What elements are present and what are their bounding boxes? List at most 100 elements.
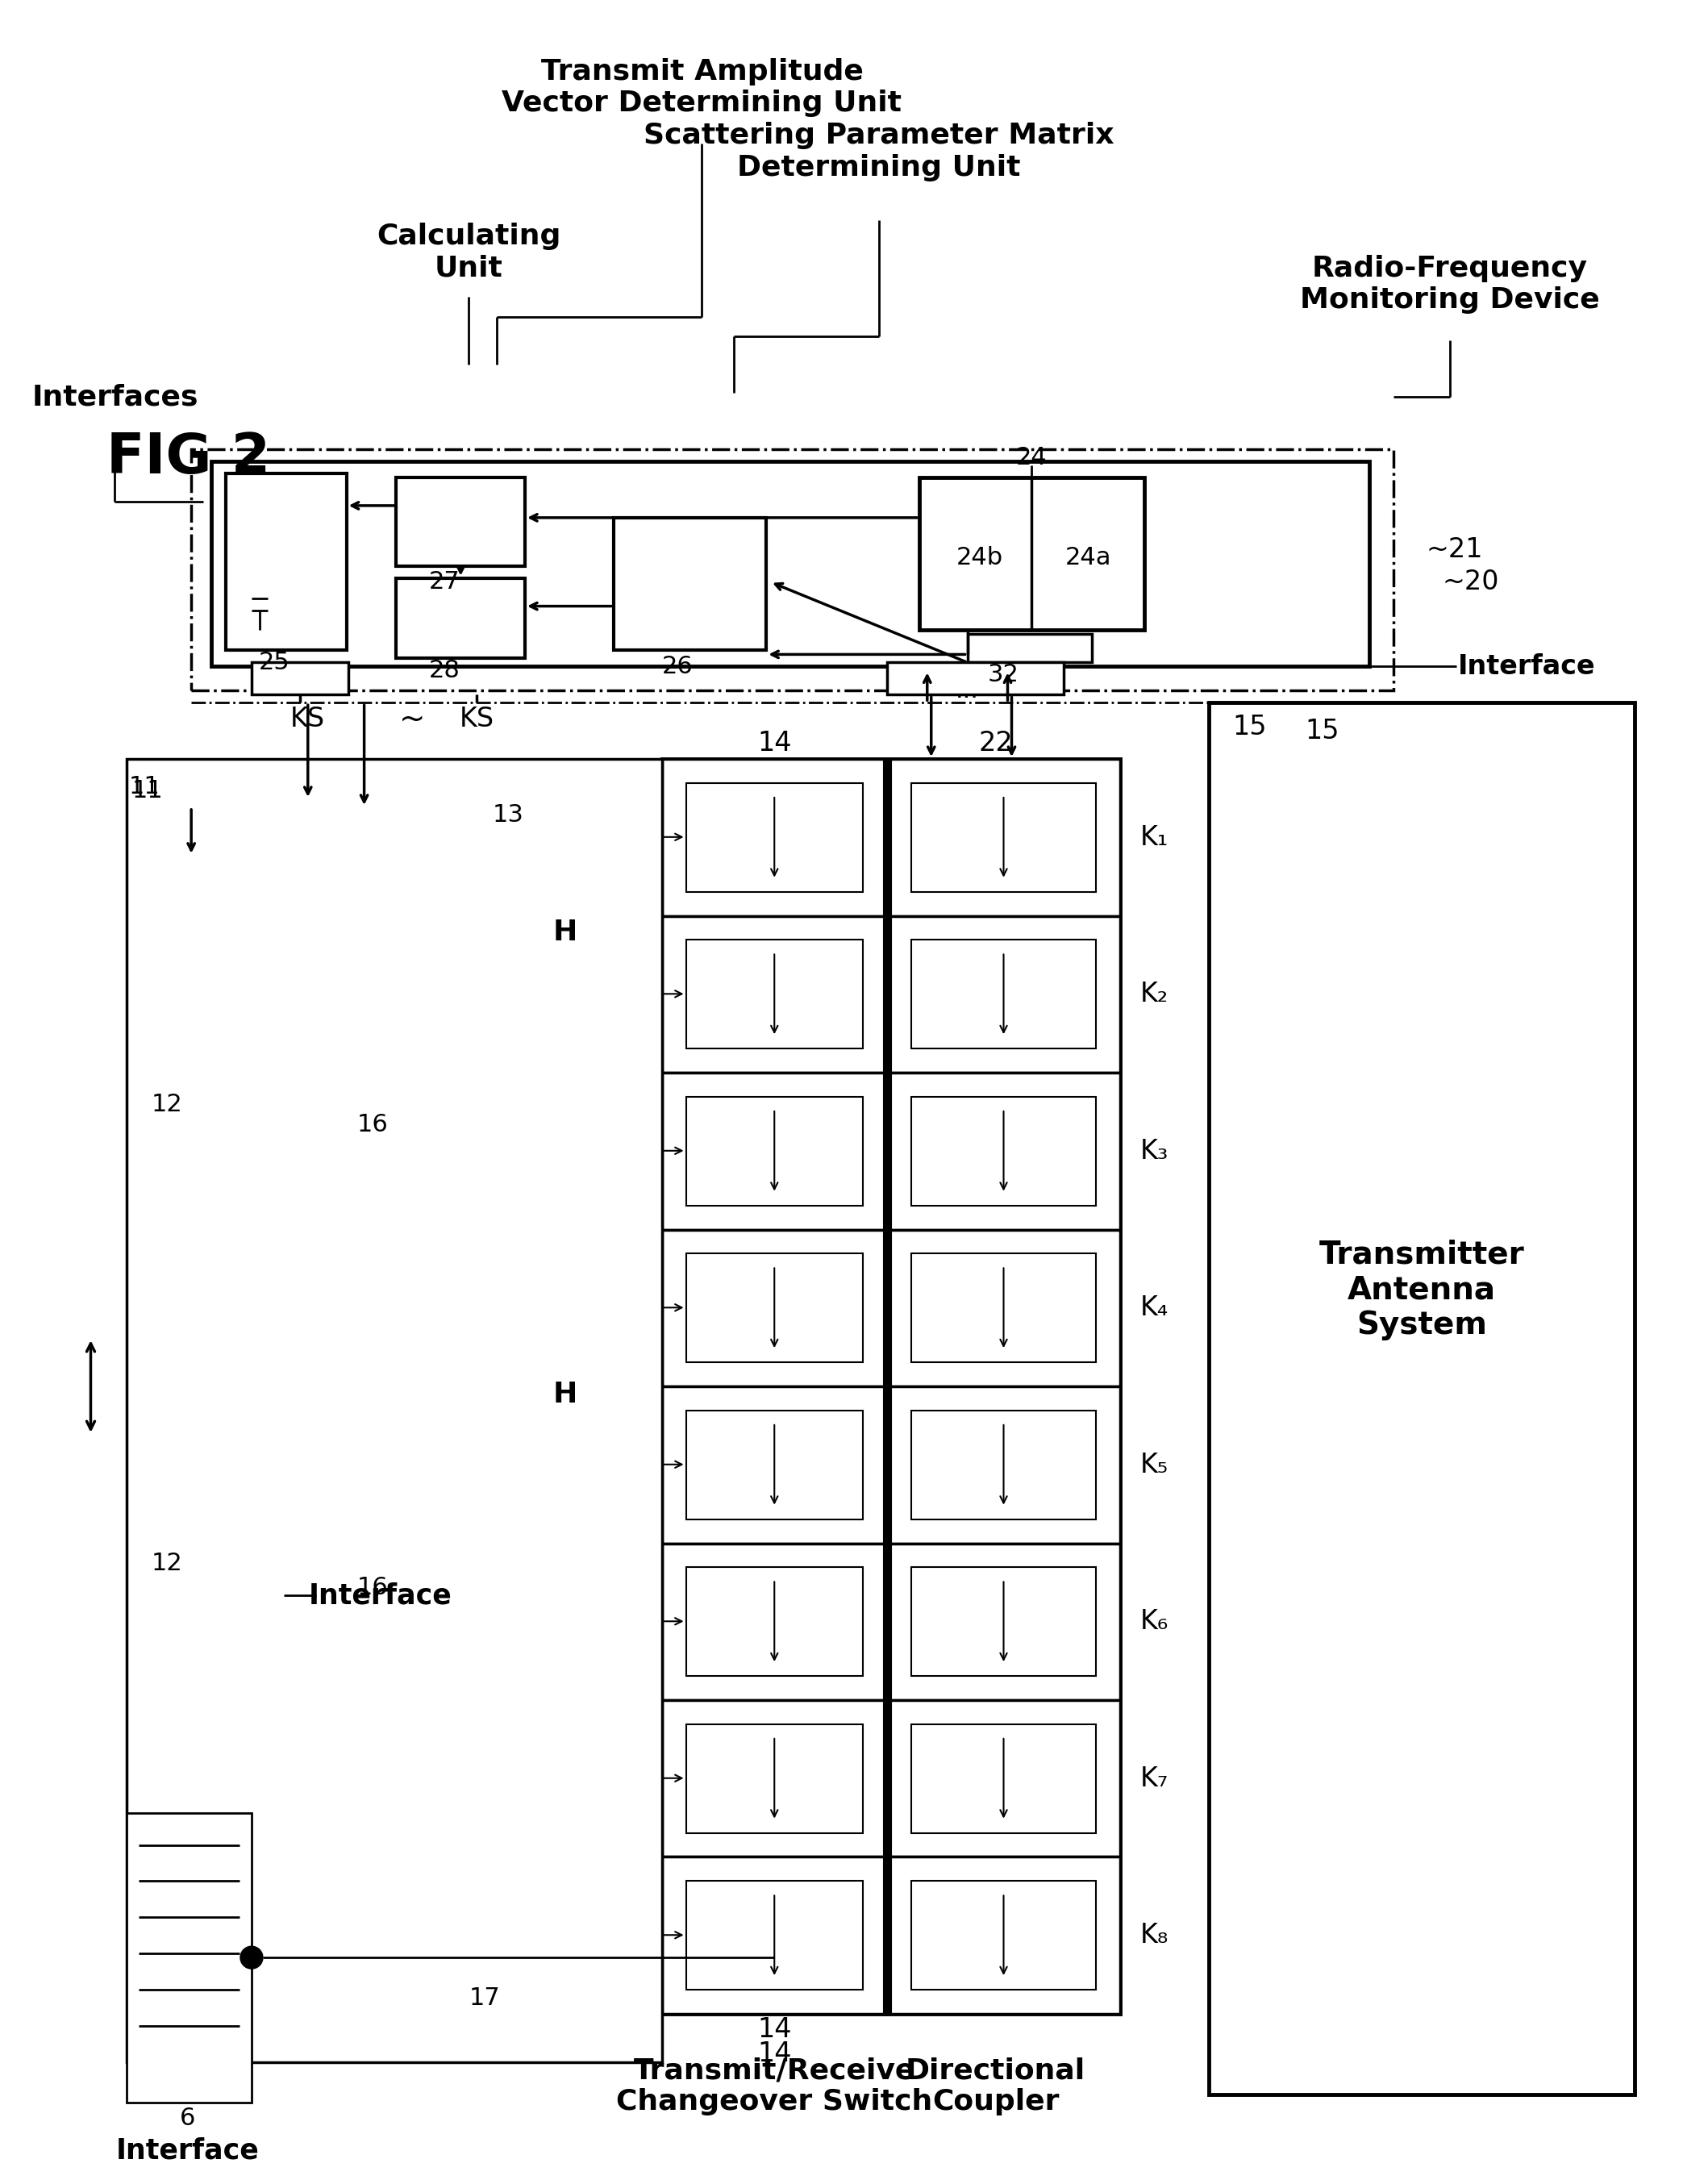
Bar: [661, 1543, 886, 1700]
Bar: [687, 783, 863, 892]
Bar: [910, 940, 1097, 1049]
Bar: [191, 449, 1394, 691]
Bar: [910, 1724, 1097, 1833]
Polygon shape: [316, 807, 500, 1097]
Text: K₆: K₆: [1141, 1609, 1168, 1635]
Bar: [886, 1073, 1120, 1230]
Bar: [126, 1814, 251, 2102]
Bar: [661, 1073, 886, 1230]
Text: K₃: K₃: [1141, 1138, 1168, 1164]
Text: 15: 15: [1233, 713, 1267, 741]
Bar: [126, 759, 661, 2062]
Bar: [126, 1267, 244, 1548]
Bar: [687, 1254, 863, 1362]
Bar: [396, 578, 524, 658]
Bar: [910, 1567, 1097, 1676]
Text: FIG 2: FIG 2: [108, 429, 270, 484]
Text: K₈: K₈: [1141, 1923, 1168, 1949]
Text: KS: KS: [459, 706, 494, 732]
Text: Interfaces: Interfaces: [31, 384, 198, 410]
Text: 14: 14: [757, 2040, 791, 2067]
Bar: [910, 1881, 1097, 1990]
Text: Interface: Interface: [116, 2136, 260, 2165]
Text: 24: 24: [1016, 445, 1047, 469]
Bar: [661, 916, 886, 1073]
Text: 14: 14: [757, 2017, 791, 2043]
Text: 24a: 24a: [1064, 547, 1112, 569]
Text: 13: 13: [494, 804, 524, 826]
Text: K₂: K₂: [1141, 981, 1168, 1007]
Bar: [886, 916, 1120, 1073]
Text: 15: 15: [1305, 717, 1339, 743]
Bar: [137, 818, 253, 1099]
Text: 11: 11: [128, 776, 161, 798]
Text: K₇: K₇: [1141, 1766, 1168, 1792]
Bar: [661, 759, 1120, 2014]
Text: ...: ...: [956, 678, 979, 702]
Text: 27: 27: [429, 571, 459, 593]
Text: 25: 25: [258, 652, 290, 674]
Text: 12: 12: [150, 1552, 183, 1576]
Text: K₅: K₅: [1141, 1452, 1168, 1478]
Text: 12: 12: [150, 1092, 183, 1116]
Text: H: H: [553, 1380, 577, 1408]
Bar: [212, 462, 1370, 667]
Text: Interface: Interface: [1459, 654, 1595, 680]
Text: 28: 28: [429, 658, 459, 682]
Text: H: H: [553, 918, 577, 946]
Bar: [147, 826, 263, 1107]
Bar: [687, 940, 863, 1049]
Bar: [886, 1857, 1120, 2014]
Bar: [687, 1410, 863, 1519]
Bar: [886, 1230, 1120, 1386]
Text: ~20: ~20: [1442, 569, 1500, 595]
Bar: [687, 1097, 863, 1206]
Text: Transmit/Receive
Changeover Switch: Transmit/Receive Changeover Switch: [617, 2056, 933, 2117]
Text: Scattering Parameter Matrix
Determining Unit: Scattering Parameter Matrix Determining …: [644, 122, 1114, 181]
Bar: [661, 1857, 886, 2014]
Text: 24b: 24b: [956, 547, 1003, 569]
Bar: [251, 663, 348, 695]
Bar: [687, 1724, 863, 1833]
Bar: [910, 1410, 1097, 1519]
Text: 16: 16: [357, 1576, 388, 1600]
Bar: [910, 783, 1097, 892]
Text: Radio-Frequency
Monitoring Device: Radio-Frequency Monitoring Device: [1300, 255, 1600, 314]
Text: ~21: ~21: [1426, 536, 1483, 562]
Bar: [661, 1230, 886, 1386]
Bar: [147, 1284, 263, 1567]
Bar: [661, 759, 886, 916]
Bar: [687, 1881, 863, 1990]
Text: 17: 17: [470, 1986, 500, 2010]
Bar: [886, 1700, 1120, 1857]
Text: Calculating
Unit: Calculating Unit: [377, 222, 560, 281]
Text: Interface: Interface: [309, 1583, 453, 1609]
Text: 16: 16: [357, 1114, 388, 1136]
Bar: [886, 663, 1064, 695]
Bar: [155, 1295, 273, 1576]
Text: 6: 6: [179, 2106, 195, 2130]
Text: 26: 26: [661, 654, 693, 678]
Bar: [225, 473, 347, 650]
Text: 11: 11: [132, 780, 162, 802]
Polygon shape: [316, 1269, 500, 1559]
Bar: [661, 1386, 886, 1543]
Bar: [919, 477, 1144, 630]
Text: K₁: K₁: [1141, 824, 1168, 850]
Text: 22: 22: [979, 730, 1013, 756]
Bar: [910, 1254, 1097, 1362]
Bar: [396, 477, 524, 567]
Bar: [155, 837, 273, 1118]
Bar: [687, 1567, 863, 1676]
Bar: [886, 1543, 1120, 1700]
Bar: [126, 807, 244, 1088]
Text: Directional
Coupler: Directional Coupler: [905, 2056, 1086, 2117]
Bar: [661, 1700, 886, 1857]
Bar: [1209, 702, 1635, 2095]
Text: K₄: K₄: [1141, 1295, 1168, 1321]
Bar: [910, 1097, 1097, 1206]
Text: Transmit Amplitude
Vector Determining Unit: Transmit Amplitude Vector Determining Un…: [502, 57, 902, 118]
Bar: [886, 1386, 1120, 1543]
Text: 32: 32: [987, 663, 1020, 687]
Bar: [967, 634, 1091, 663]
